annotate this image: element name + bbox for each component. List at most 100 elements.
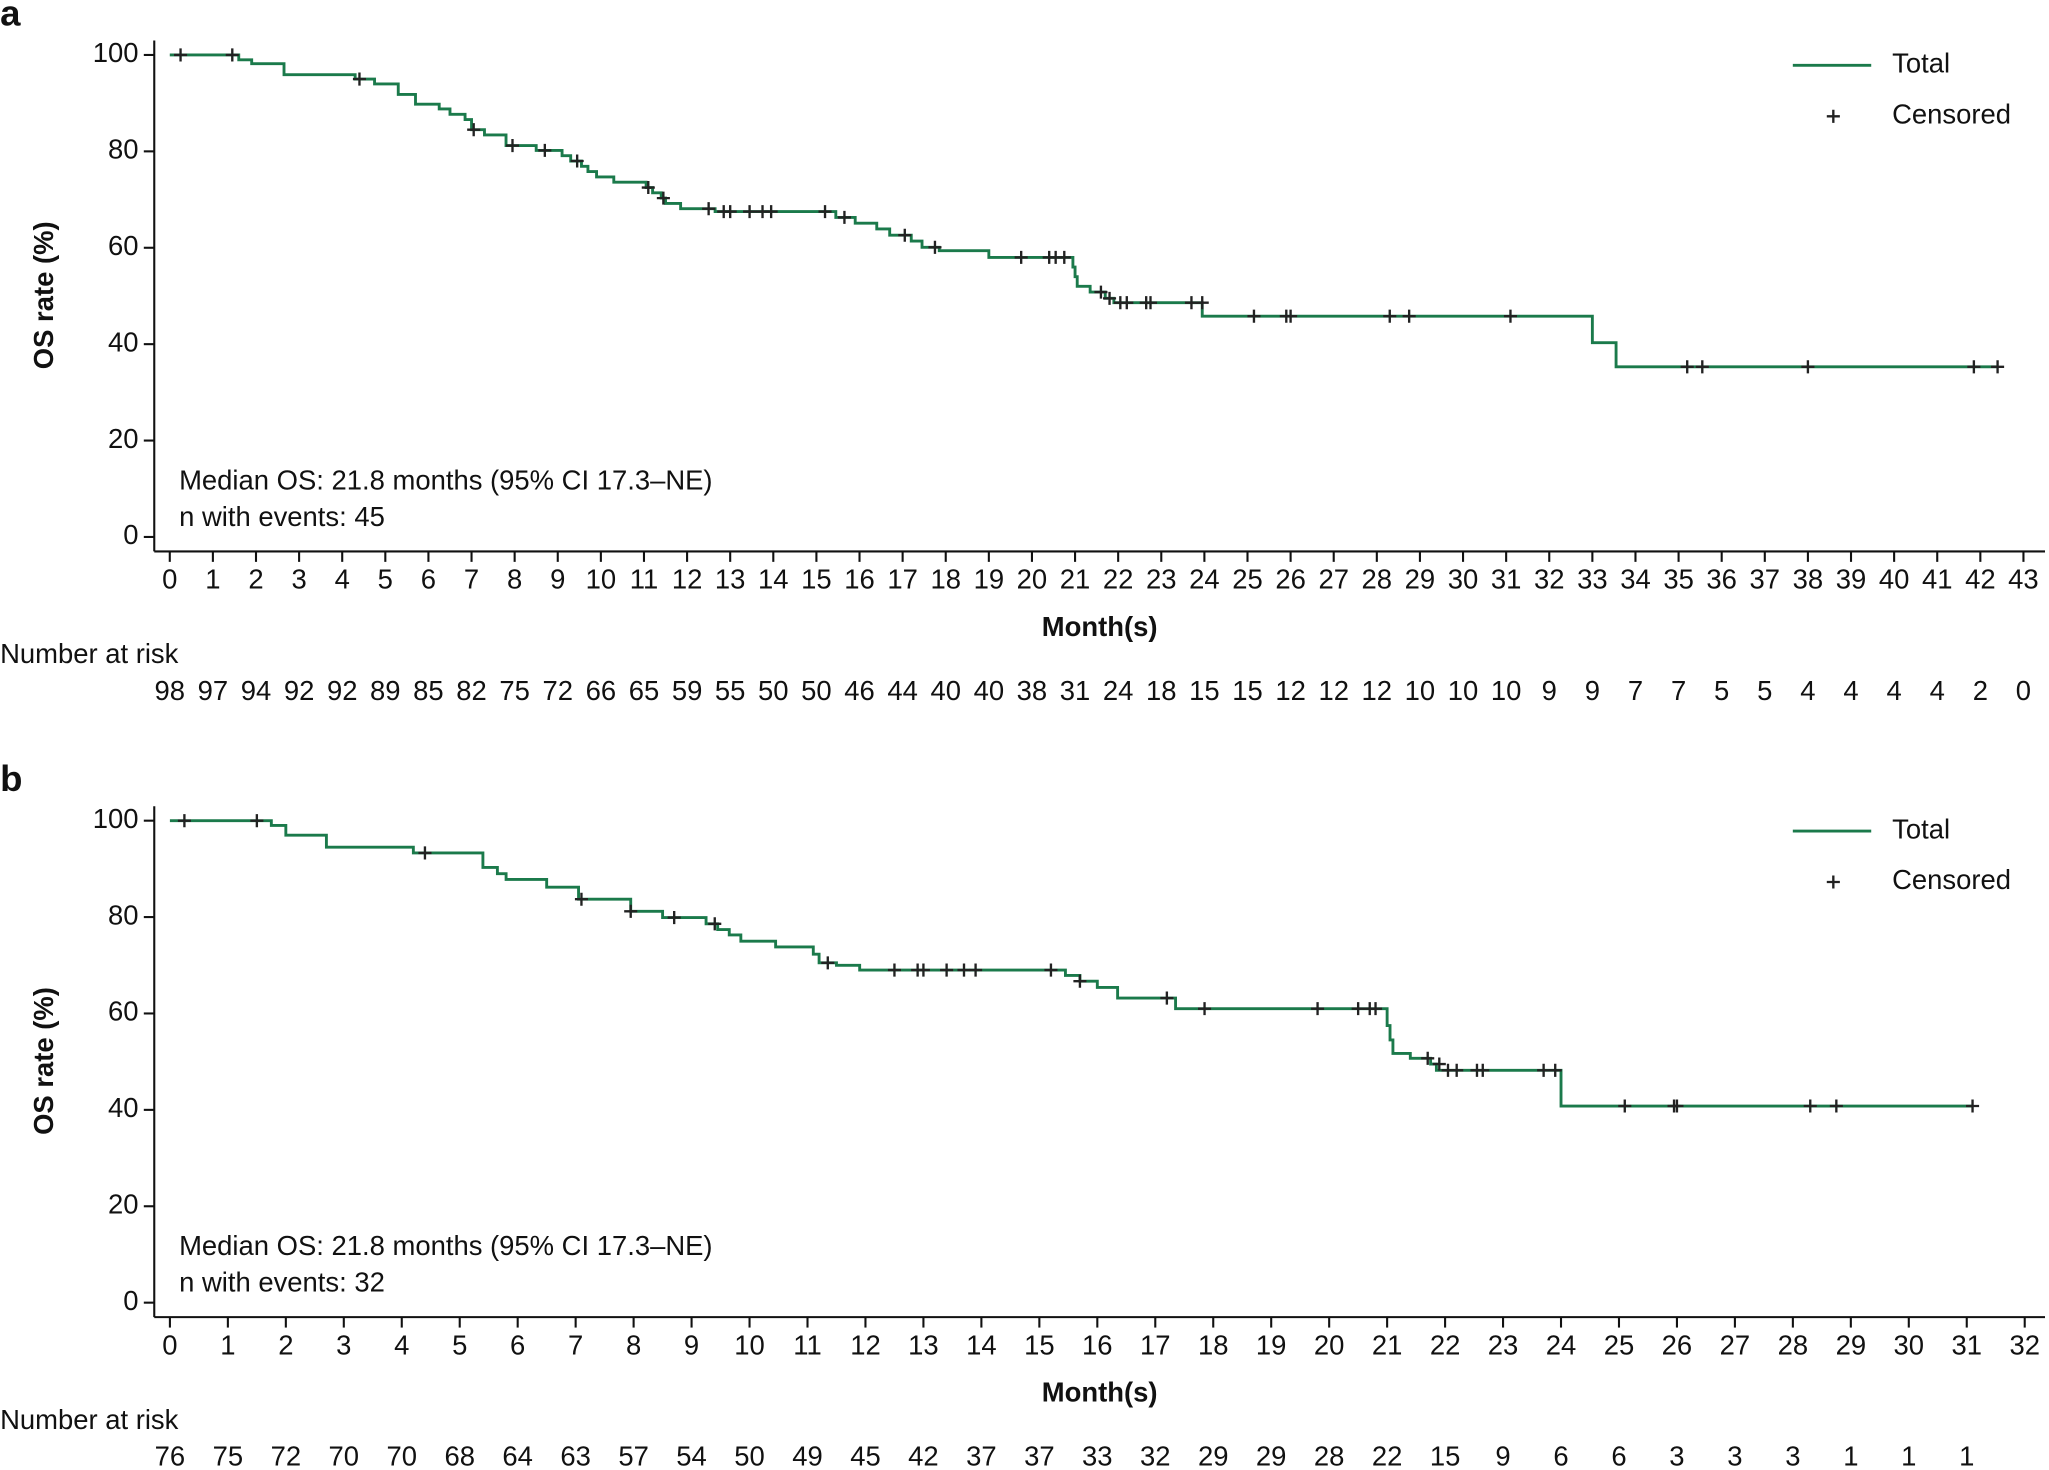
risk-value: 3 bbox=[1669, 1440, 1684, 1470]
x-tick-label: 11 bbox=[630, 564, 658, 595]
risk-value: 3 bbox=[1785, 1440, 1800, 1470]
risk-value: 6 bbox=[1611, 1440, 1626, 1470]
censor-mark bbox=[1057, 250, 1071, 264]
x-tick-label: 9 bbox=[684, 1329, 699, 1360]
risk-value: 72 bbox=[542, 675, 573, 706]
censor-mark bbox=[177, 814, 191, 828]
x-tick-label: 14 bbox=[966, 1329, 997, 1360]
y-tick-label: 80 bbox=[108, 134, 139, 165]
x-tick-label: 34 bbox=[1620, 564, 1651, 595]
censor-mark bbox=[1432, 1057, 1446, 1071]
risk-value: 89 bbox=[370, 675, 401, 706]
x-tick-label: 24 bbox=[1189, 564, 1220, 595]
x-tick-label: 28 bbox=[1778, 1329, 1809, 1360]
risk-value: 98 bbox=[155, 675, 186, 706]
x-tick-label: 26 bbox=[1275, 564, 1306, 595]
risk-value: 33 bbox=[1082, 1440, 1113, 1470]
censor-mark bbox=[1803, 1099, 1817, 1113]
legend-swatch bbox=[1826, 109, 1840, 123]
risk-value: 0 bbox=[2016, 675, 2031, 706]
risk-value: 1 bbox=[1901, 1440, 1916, 1470]
annotation: n with events: 32 bbox=[179, 1267, 385, 1298]
risk-value: 1 bbox=[1843, 1440, 1858, 1470]
x-tick-label: 25 bbox=[1604, 1329, 1635, 1360]
x-tick-label: 10 bbox=[734, 1329, 765, 1360]
risk-value: 54 bbox=[676, 1440, 707, 1470]
censor-mark bbox=[928, 240, 942, 254]
x-tick-label: 29 bbox=[1836, 1329, 1867, 1360]
risk-value: 40 bbox=[930, 675, 961, 706]
annotation: n with events: 45 bbox=[179, 501, 385, 532]
censor-mark bbox=[1094, 285, 1108, 299]
censor-mark bbox=[957, 963, 971, 977]
x-tick-label: 33 bbox=[1577, 564, 1608, 595]
x-tick-label: 35 bbox=[1663, 564, 1694, 595]
x-tick-label: 20 bbox=[1017, 564, 1048, 595]
x-tick-label: 8 bbox=[507, 564, 522, 595]
censor-mark bbox=[708, 917, 722, 931]
x-tick-label: 19 bbox=[1256, 1329, 1287, 1360]
censor-mark bbox=[1073, 974, 1087, 988]
x-tick-label: 12 bbox=[850, 1329, 881, 1360]
x-tick-label: 4 bbox=[335, 564, 350, 595]
risk-value: 4 bbox=[1843, 675, 1858, 706]
x-tick-label: 16 bbox=[844, 564, 875, 595]
x-tick-label: 21 bbox=[1372, 1329, 1403, 1360]
risk-value: 37 bbox=[1024, 1440, 1055, 1470]
censor-mark bbox=[1450, 1063, 1464, 1077]
risk-value: 29 bbox=[1256, 1440, 1287, 1470]
censor-mark bbox=[1548, 1063, 1562, 1077]
x-tick-label: 42 bbox=[1965, 564, 1996, 595]
risk-value: 12 bbox=[1275, 675, 1306, 706]
censor-mark bbox=[1476, 1063, 1490, 1077]
risk-value: 22 bbox=[1372, 1440, 1403, 1470]
x-tick-label: 14 bbox=[758, 564, 789, 595]
x-tick-label: 1 bbox=[205, 564, 220, 595]
censor-mark bbox=[250, 814, 264, 828]
x-tick-label: 27 bbox=[1318, 564, 1349, 595]
risk-value: 10 bbox=[1491, 675, 1522, 706]
risk-value: 92 bbox=[284, 675, 315, 706]
x-tick-label: 32 bbox=[2009, 1329, 2040, 1360]
survival-curve bbox=[169, 819, 1973, 1108]
risk-value: 40 bbox=[974, 675, 1005, 706]
risk-value: 85 bbox=[413, 675, 444, 706]
x-tick-label: 37 bbox=[1750, 564, 1781, 595]
risk-value: 75 bbox=[499, 675, 530, 706]
censor-mark bbox=[174, 48, 188, 62]
x-tick-label: 40 bbox=[1879, 564, 1910, 595]
risk-value: 66 bbox=[586, 675, 617, 706]
risk-value: 82 bbox=[456, 675, 487, 706]
x-tick-label: 17 bbox=[887, 564, 918, 595]
censor-mark bbox=[624, 904, 638, 918]
x-tick-label: 20 bbox=[1314, 1329, 1345, 1360]
x-axis-title: Month(s) bbox=[1042, 1376, 1158, 1407]
censor-mark bbox=[1143, 296, 1158, 310]
annotation: Median OS: 21.8 months (95% CI 17.3–NE) bbox=[179, 1230, 712, 1261]
censor-mark bbox=[1311, 1002, 1325, 1016]
censor-mark bbox=[723, 205, 737, 219]
x-tick-label: 24 bbox=[1546, 1329, 1577, 1360]
panel-label: b bbox=[0, 758, 22, 799]
legend-label: Total bbox=[1892, 48, 1950, 79]
annotation: Median OS: 21.8 months (95% CI 17.3–NE) bbox=[179, 464, 712, 495]
risk-value: 29 bbox=[1198, 1440, 1229, 1470]
censor-mark bbox=[940, 963, 954, 977]
x-tick-label: 41 bbox=[1922, 564, 1953, 595]
risk-value: 97 bbox=[198, 675, 229, 706]
x-tick-label: 15 bbox=[1024, 1329, 1055, 1360]
risk-value: 38 bbox=[1017, 675, 1048, 706]
censor-mark bbox=[1195, 296, 1209, 310]
censor-mark bbox=[1351, 1002, 1365, 1016]
censor-mark bbox=[656, 191, 670, 205]
risk-value: 49 bbox=[792, 1440, 823, 1470]
risk-value: 28 bbox=[1314, 1440, 1345, 1470]
x-axis-title: Month(s) bbox=[1042, 611, 1158, 642]
risk-value: 57 bbox=[618, 1440, 649, 1470]
y-tick-label: 40 bbox=[108, 326, 139, 357]
risk-value: 59 bbox=[672, 675, 703, 706]
x-tick-label: 12 bbox=[672, 564, 703, 595]
y-tick-label: 20 bbox=[108, 423, 139, 454]
x-tick-label: 23 bbox=[1488, 1329, 1519, 1360]
x-tick-label: 25 bbox=[1232, 564, 1263, 595]
